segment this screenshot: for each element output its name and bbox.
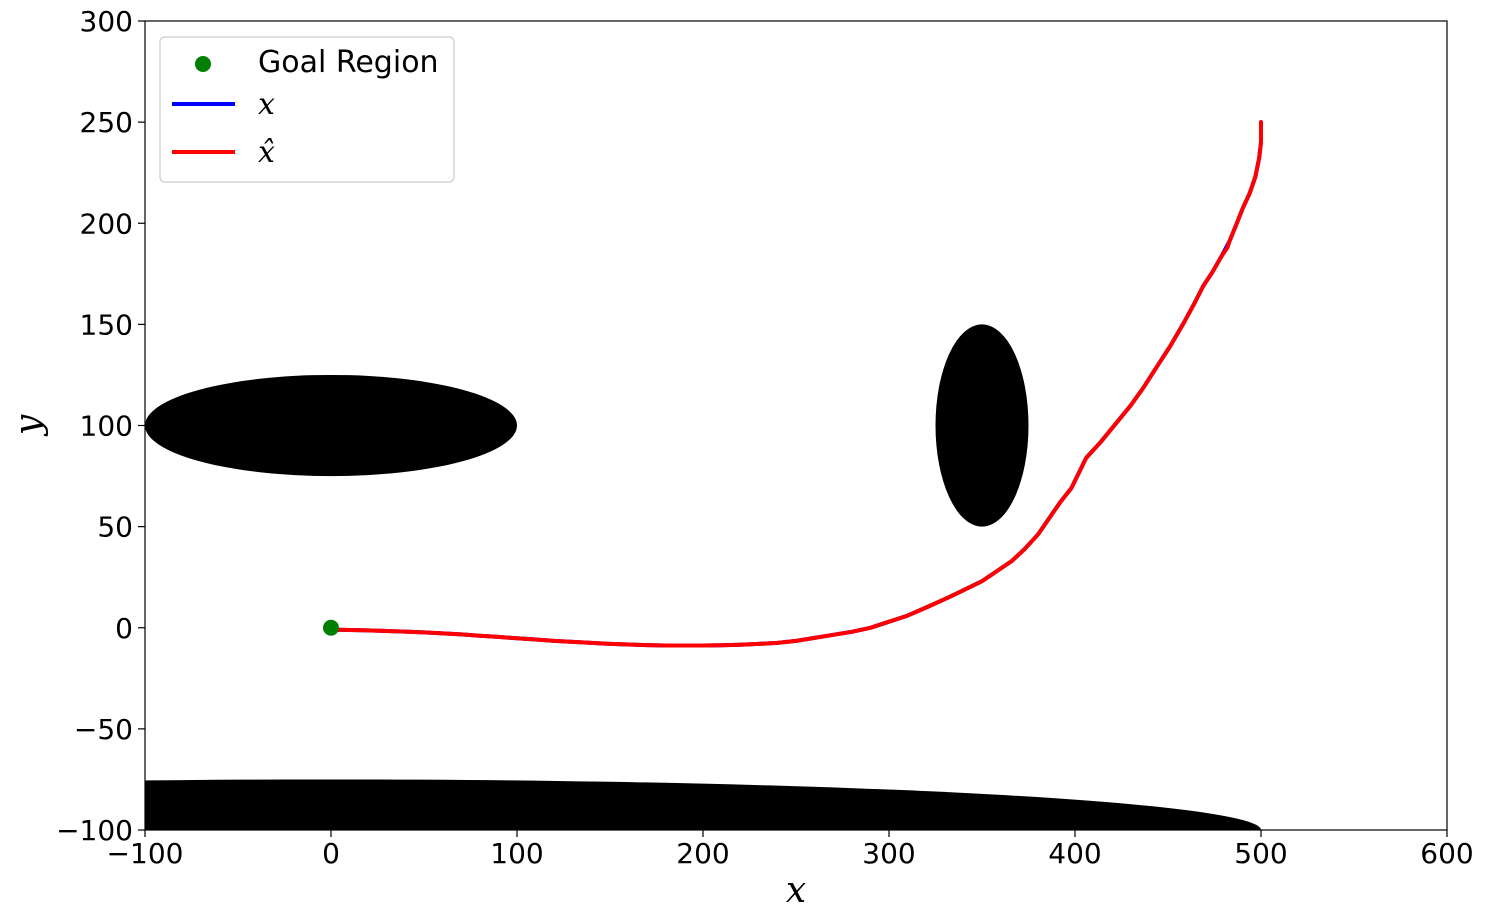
x-tick-label: 100 [490,837,543,870]
legend-box [159,36,455,183]
y-axis-label: y [8,414,49,437]
y-axis-ticks: −100 −50 0 50 100 150 200 250 300 [56,5,145,847]
x-tick-label: 600 [1420,837,1473,870]
y-tick-label: 150 [80,308,133,341]
y-tick-label: 100 [80,410,133,443]
x-tick-label: 0 [322,837,340,870]
series-line-xhat [334,120,1263,648]
legend-goal-marker [195,56,211,72]
y-tick-label: −100 [56,814,133,847]
x-axis-label: x [786,870,806,911]
y-tick-label: −50 [74,713,133,746]
x-tick-label: −100 [107,837,184,870]
x-tick-label: 200 [676,837,729,870]
goal-region-point [323,619,339,636]
legend-xhat-label: x̂ [258,135,275,170]
legend-goal-label: Goal Region [258,45,439,80]
y-tick-label: 0 [115,612,133,645]
obstacles [145,324,1261,830]
y-tick-label: 200 [80,207,133,240]
goal-layer [323,619,339,636]
y-tick-label: 250 [80,106,133,139]
x-axis-ticks: −100 0 100 200 300 400 500 600 [107,830,1474,870]
obstacle-ellipse-2 [935,324,1029,527]
x-tick-label: 400 [1048,837,1101,870]
legend: Goal Region x x̂ [159,36,455,183]
x-tick-label: 500 [1234,837,1287,870]
y-tick-label: 300 [80,5,133,38]
x-tick-label: 300 [862,837,915,870]
legend-x-label: x [258,87,275,122]
y-tick-label: 50 [97,511,133,544]
series-lines [334,120,1263,648]
obstacle-ellipse-3 [145,779,1261,830]
obstacle-ellipse-1 [145,374,517,477]
